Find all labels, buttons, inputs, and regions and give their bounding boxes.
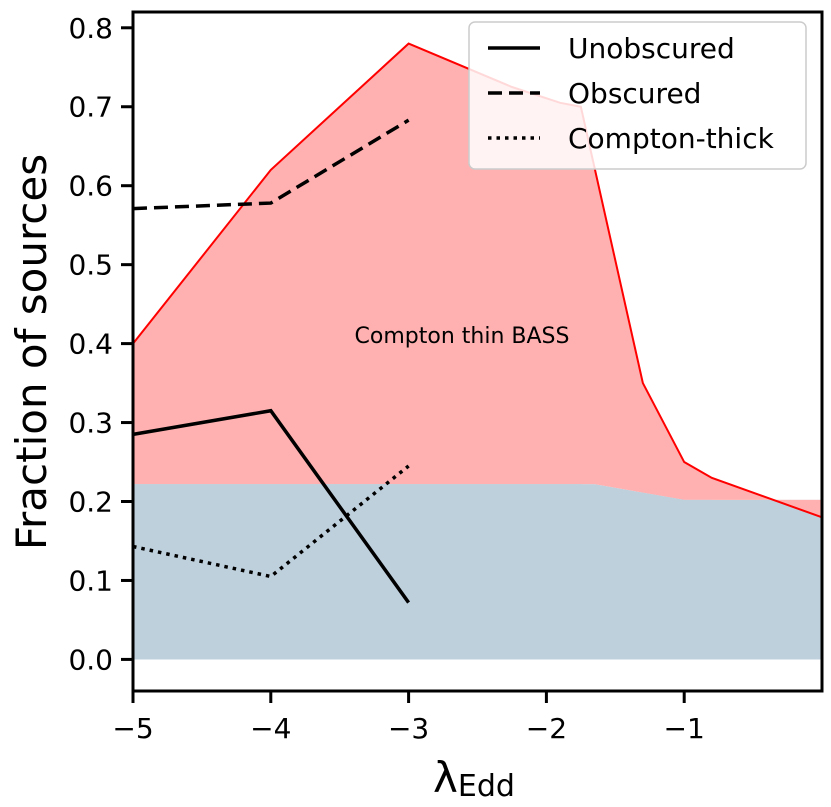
y-tick-label: 0.4: [68, 328, 113, 361]
annotation-text: Compton thin BASS: [355, 324, 570, 349]
legend-box: [468, 21, 807, 170]
x-tick-label: −5: [112, 712, 153, 745]
x-tick-label: −1: [664, 712, 705, 745]
y-tick-label: 0.2: [68, 486, 113, 519]
series-line-obscured: [132, 118, 410, 211]
x-axis-label-main: λ: [433, 753, 458, 802]
band-red-fill: [133, 43, 822, 518]
y-tick-label: 0.7: [68, 91, 113, 124]
y-tick-label: 0.8: [68, 12, 113, 45]
y-ticks: 0.0 0.1 0.2 0.3 0.4 0.5 0.6 0.7 0.8: [68, 12, 133, 676]
y-tick-label: 0.6: [68, 170, 113, 203]
y-tick-label: 0.0: [68, 643, 113, 676]
y-tick-label: 0.5: [68, 249, 113, 282]
x-tick-label: −2: [526, 712, 567, 745]
x-ticks: −5 −4 −3 −2 −1: [112, 691, 705, 745]
legend-label: Compton-thick: [568, 122, 775, 155]
x-axis-label-subscript: Edd: [458, 769, 515, 804]
legend-label: Obscured: [568, 77, 701, 110]
y-axis-label: Fraction of sources: [7, 154, 56, 550]
band-blue-overlap: [133, 484, 822, 660]
lines-layer: [132, 118, 411, 604]
x-tick-label: −4: [250, 712, 291, 745]
x-tick-label: −3: [388, 712, 429, 745]
plot-frame: [131, 10, 824, 693]
legend: Unobscured Obscured Compton-thick: [468, 21, 807, 170]
legend-label: Unobscured: [568, 32, 735, 65]
series-line-unobscured: [132, 408, 411, 604]
x-axis-label: λEdd: [433, 753, 515, 804]
y-tick-label: 0.3: [68, 407, 113, 440]
y-tick-label: 0.1: [68, 564, 113, 597]
